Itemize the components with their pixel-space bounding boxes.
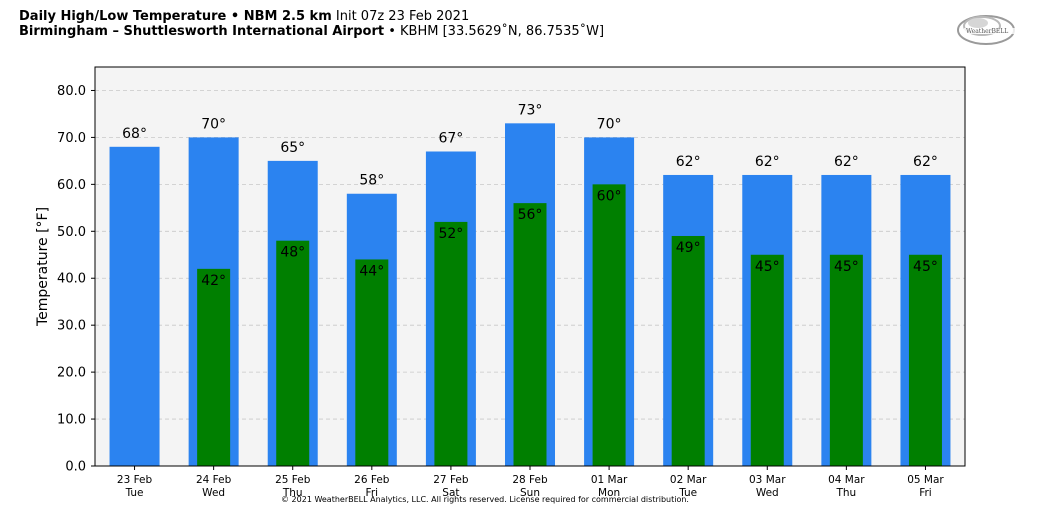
logo-text: WeatherBELL bbox=[966, 28, 1008, 35]
x-tick-date-label: 23 Feb bbox=[117, 474, 153, 486]
low-temp-bar bbox=[276, 240, 310, 466]
high-temp-label: 62° bbox=[755, 154, 780, 170]
y-tick-label: 10.0 bbox=[57, 413, 86, 428]
x-tick-day-label: Sun bbox=[520, 487, 540, 499]
low-temp-label: 56° bbox=[518, 207, 543, 223]
x-tick-date-label: 05 Mar bbox=[907, 474, 944, 486]
high-temp-label: 70° bbox=[201, 116, 226, 132]
x-tick-day-label: Tue bbox=[678, 487, 697, 499]
chart-subtitle: Birmingham – Shuttlesworth International… bbox=[19, 24, 604, 39]
chart-subtitle-coords: • KBHM [33.5629˚N, 86.7535˚W] bbox=[388, 24, 605, 39]
high-temp-label: 62° bbox=[913, 154, 938, 170]
chart-subtitle-station: Birmingham – Shuttlesworth International… bbox=[19, 24, 385, 39]
x-tick-day-label: Fri bbox=[919, 487, 932, 499]
chart-title-init: Init 07z 23 Feb 2021 bbox=[335, 9, 470, 24]
x-tick-day-label: Mon bbox=[598, 487, 620, 499]
low-temp-label: 49° bbox=[676, 240, 701, 256]
low-temp-bar bbox=[355, 259, 389, 466]
low-temp-label: 52° bbox=[438, 226, 463, 242]
chart-title-block: Daily High/Low Temperature • NBM 2.5 km … bbox=[19, 9, 604, 39]
y-tick-label: 80.0 bbox=[57, 84, 86, 99]
low-temp-label: 42° bbox=[201, 273, 226, 289]
y-tick-label: 20.0 bbox=[57, 366, 86, 381]
low-temp-label: 45° bbox=[913, 259, 938, 275]
copyright-notice: © 2021 WeatherBELL Analytics, LLC. All r… bbox=[281, 495, 689, 504]
y-tick-label: 30.0 bbox=[57, 319, 86, 334]
high-temp-label: 68° bbox=[122, 126, 147, 142]
y-axis-label: Temperature [°F] bbox=[35, 207, 51, 327]
low-temp-bar bbox=[197, 268, 231, 466]
x-tick-date-label: 24 Feb bbox=[196, 474, 232, 486]
high-temp-label: 65° bbox=[280, 140, 305, 156]
weatherbell-logo-icon: WeatherBELL bbox=[957, 15, 1020, 45]
low-temp-label: 44° bbox=[359, 263, 384, 279]
y-tick-label: 70.0 bbox=[57, 131, 86, 146]
low-temp-bar bbox=[434, 221, 468, 466]
low-temp-bar bbox=[829, 254, 863, 466]
x-tick-date-label: 27 Feb bbox=[433, 474, 469, 486]
x-tick-date-label: 04 Mar bbox=[828, 474, 865, 486]
high-temp-label: 62° bbox=[834, 154, 859, 170]
x-tick-date-label: 28 Feb bbox=[512, 474, 548, 486]
x-tick-day-label: Wed bbox=[202, 487, 225, 499]
high-temp-label: 73° bbox=[518, 102, 543, 118]
x-tick-day-label: Thu bbox=[282, 487, 303, 499]
low-temp-bar bbox=[908, 254, 942, 466]
y-tick-label: 50.0 bbox=[57, 225, 86, 240]
x-tick-date-label: 26 Feb bbox=[354, 474, 390, 486]
low-temp-label: 48° bbox=[280, 245, 305, 261]
x-tick-day-label: Sat bbox=[442, 487, 459, 499]
x-tick-day-label: Wed bbox=[756, 487, 779, 499]
chart-title: Daily High/Low Temperature • NBM 2.5 km … bbox=[19, 9, 604, 24]
chart-title-main: Daily High/Low Temperature • NBM 2.5 km bbox=[19, 9, 332, 24]
x-tick-date-label: 03 Mar bbox=[749, 474, 786, 486]
high-temp-label: 70° bbox=[597, 116, 622, 132]
low-temp-label: 45° bbox=[755, 259, 780, 275]
low-temp-bar bbox=[592, 184, 626, 466]
high-temp-label: 58° bbox=[359, 173, 384, 189]
low-temp-label: 45° bbox=[834, 259, 859, 275]
x-tick-date-label: 01 Mar bbox=[591, 474, 628, 486]
y-tick-label: 0.0 bbox=[65, 460, 86, 475]
high-temp-bar bbox=[109, 146, 160, 467]
y-tick-label: 60.0 bbox=[57, 178, 86, 193]
high-temp-label: 62° bbox=[676, 154, 701, 170]
low-temp-bar bbox=[750, 254, 784, 466]
high-temp-label: 67° bbox=[438, 130, 463, 146]
x-tick-day-label: Thu bbox=[835, 487, 856, 499]
low-temp-bar bbox=[513, 203, 547, 467]
x-tick-day-label: Tue bbox=[125, 487, 144, 499]
low-temp-bar bbox=[671, 235, 705, 466]
y-tick-label: 40.0 bbox=[57, 272, 86, 287]
x-tick-day-label: Fri bbox=[366, 487, 379, 499]
plot-frame bbox=[94, 66, 966, 467]
x-tick-date-label: 25 Feb bbox=[275, 474, 311, 486]
x-tick-date-label: 02 Mar bbox=[670, 474, 707, 486]
low-temp-label: 60° bbox=[597, 188, 622, 204]
